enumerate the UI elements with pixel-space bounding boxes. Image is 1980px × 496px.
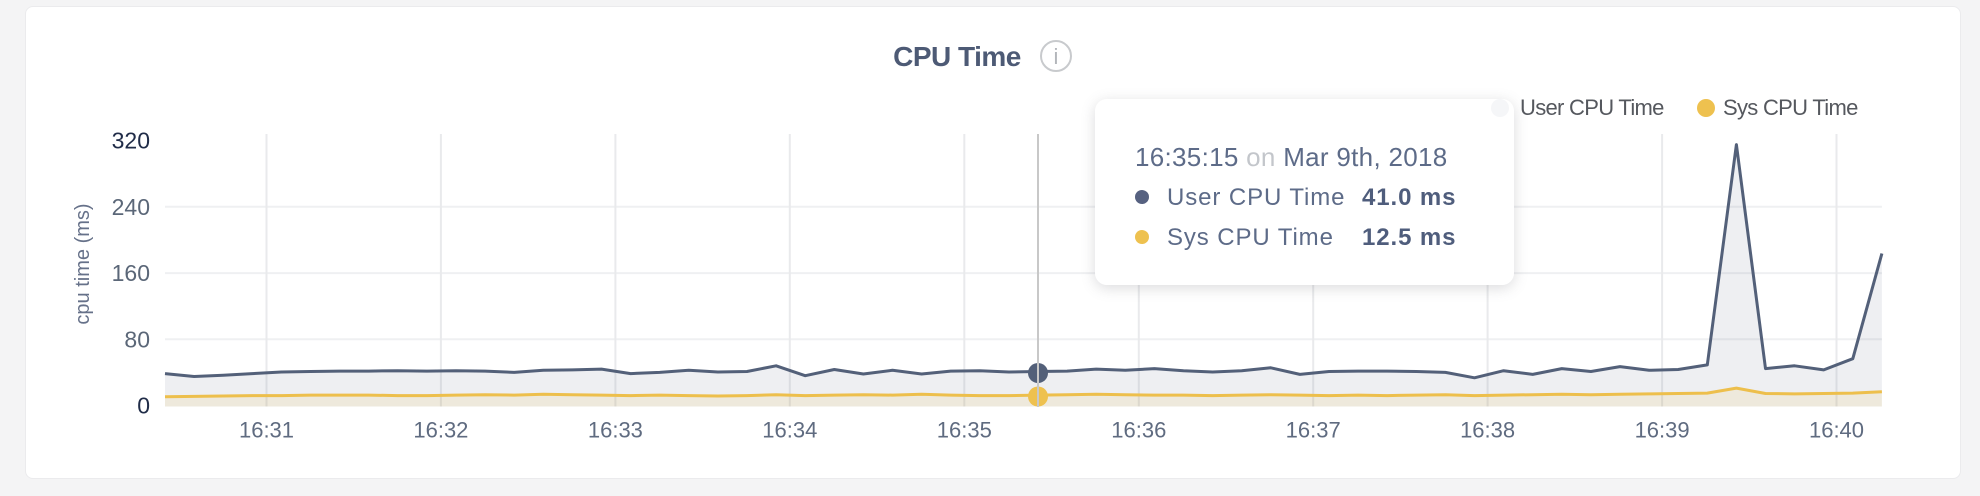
svg-text:16:35: 16:35 xyxy=(937,418,992,443)
svg-text:16:36: 16:36 xyxy=(1111,418,1166,443)
svg-text:16:34: 16:34 xyxy=(762,418,817,443)
svg-text:16:31: 16:31 xyxy=(239,418,294,443)
svg-text:80: 80 xyxy=(124,326,150,352)
svg-text:16:37: 16:37 xyxy=(1286,418,1341,443)
svg-text:240: 240 xyxy=(112,194,150,220)
svg-text:320: 320 xyxy=(112,128,150,154)
svg-text:16:40: 16:40 xyxy=(1809,418,1864,443)
svg-text:cpu time (ms): cpu time (ms) xyxy=(72,203,94,324)
svg-text:16:38: 16:38 xyxy=(1460,418,1515,443)
svg-text:16:39: 16:39 xyxy=(1635,418,1690,443)
svg-text:0: 0 xyxy=(137,393,150,419)
svg-text:160: 160 xyxy=(112,260,150,286)
svg-text:16:33: 16:33 xyxy=(588,418,643,443)
svg-text:16:32: 16:32 xyxy=(413,418,468,443)
